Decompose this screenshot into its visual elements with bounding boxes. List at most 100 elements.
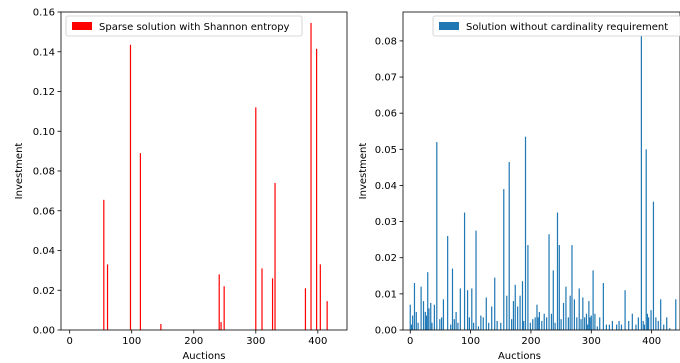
bar: [643, 324, 645, 330]
bar: [129, 44, 132, 330]
bar: [218, 274, 220, 330]
bar: [441, 317, 443, 330]
bar: [457, 322, 459, 330]
bar: [556, 212, 559, 330]
bar: [106, 264, 109, 330]
y-tick-label: 0.00: [375, 326, 397, 337]
bar: [554, 322, 556, 330]
bar: [569, 295, 571, 330]
bar: [652, 201, 655, 330]
bar: [657, 320, 659, 330]
bar: [477, 326, 480, 330]
bar: [451, 268, 454, 330]
bar: [500, 322, 502, 330]
bar: [605, 324, 607, 330]
bar: [463, 212, 466, 330]
legend: Solution without cardinality requirement: [432, 15, 680, 37]
bar: [628, 320, 630, 330]
bar: [523, 320, 525, 330]
bar: [675, 299, 677, 330]
x-tick-label: 0: [407, 336, 413, 347]
bar: [567, 317, 569, 330]
bar: [496, 320, 498, 330]
x-axis-label: Auctions: [182, 351, 225, 362]
y-axis-label: Investment: [14, 143, 25, 200]
bar: [310, 22, 312, 331]
bar: [537, 317, 539, 330]
x-tick-label: 0: [66, 336, 72, 347]
bar: [223, 286, 225, 330]
bar: [587, 324, 589, 330]
right-chart: 0 100 200 300 400 0.00 0.01 0.02 0.03 0.04 0.05 0.0…: [358, 11, 680, 362]
bar: [271, 278, 274, 330]
y-tick-label: 0.05: [375, 145, 397, 156]
y-tick-label: 0.02: [33, 286, 55, 297]
series-1: [103, 22, 328, 331]
bar: [578, 288, 580, 330]
bar: [255, 107, 257, 331]
bar: [635, 324, 637, 330]
bar: [508, 161, 510, 330]
bar: [532, 319, 534, 330]
bar: [428, 308, 430, 330]
bar: [527, 245, 529, 330]
y-tick-label: 0.16: [33, 8, 55, 19]
bar: [552, 270, 554, 331]
bar: [637, 317, 639, 330]
y-tick-label: 0.01: [375, 289, 397, 300]
bar: [491, 306, 493, 330]
bar: [611, 320, 614, 330]
bar: [485, 297, 487, 330]
bar: [666, 317, 668, 330]
bar: [433, 304, 435, 330]
bar: [592, 270, 594, 331]
bar: [427, 272, 429, 330]
bar: [560, 319, 562, 330]
bar: [455, 311, 457, 330]
bar: [459, 288, 461, 330]
bar: [468, 317, 470, 330]
bar: [663, 324, 665, 330]
x-tick-label: 400: [308, 336, 327, 347]
bar: [475, 230, 477, 331]
left-chart: 0 100 200 300 400 0.00 0.02 0.04 0.06 0.08 0.10 0.1…: [14, 8, 348, 362]
bar: [571, 245, 573, 330]
bar: [646, 313, 649, 330]
bar: [413, 283, 416, 330]
y-tick-label: 0.02: [375, 253, 397, 264]
bar: [220, 322, 222, 330]
bar: [480, 315, 482, 330]
y-tick-label: 0.14: [33, 47, 55, 58]
bar: [494, 277, 496, 330]
bar: [631, 313, 633, 330]
bar: [139, 153, 142, 330]
bar: [473, 322, 475, 330]
y-tick-label: 0.03: [375, 217, 397, 228]
bar: [424, 311, 426, 330]
bar: [580, 319, 582, 330]
bar: [430, 302, 432, 330]
bar: [319, 264, 321, 330]
bar: [562, 302, 565, 330]
bar: [453, 319, 455, 330]
bar: [573, 299, 575, 330]
bar: [529, 322, 531, 330]
bar: [422, 301, 425, 330]
legend-box: [432, 15, 680, 37]
bar: [558, 245, 560, 330]
bar: [450, 324, 452, 330]
bar: [650, 310, 652, 331]
bar: [585, 313, 588, 330]
bar: [602, 283, 604, 330]
bar: [466, 290, 469, 330]
bar: [442, 299, 445, 330]
x-tick-label: 300: [246, 336, 265, 347]
series-1: [409, 35, 677, 331]
bar: [608, 324, 610, 330]
bar: [410, 324, 413, 330]
bar: [439, 319, 441, 330]
x-tick-label: 400: [642, 336, 661, 347]
bar: [326, 301, 328, 330]
bar: [590, 315, 592, 330]
